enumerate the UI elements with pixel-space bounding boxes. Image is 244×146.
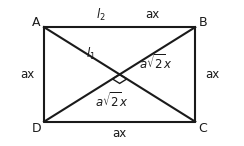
Text: $l_2$: $l_2$ [96, 7, 106, 23]
Text: B: B [199, 16, 207, 29]
Text: $a\sqrt{2}x$: $a\sqrt{2}x$ [139, 54, 172, 72]
Text: $a\sqrt{2}x$: $a\sqrt{2}x$ [95, 92, 129, 110]
Text: D: D [32, 122, 41, 135]
Text: ax: ax [112, 127, 127, 140]
Text: ax: ax [146, 8, 160, 21]
Text: C: C [198, 122, 207, 135]
Text: $l_1$: $l_1$ [86, 46, 96, 62]
Text: ax: ax [205, 68, 219, 81]
Text: ax: ax [20, 68, 34, 81]
Text: A: A [32, 16, 41, 29]
